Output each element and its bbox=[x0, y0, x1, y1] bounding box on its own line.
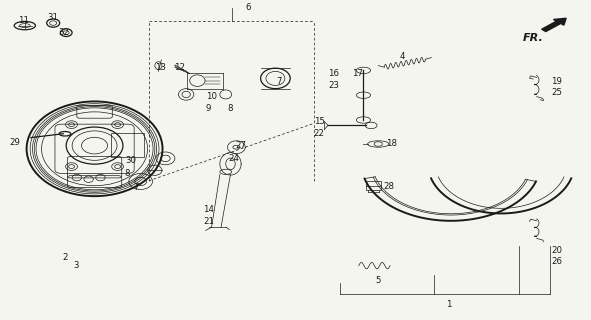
Text: 8: 8 bbox=[124, 169, 130, 178]
Text: 9: 9 bbox=[206, 104, 212, 113]
Text: 11: 11 bbox=[18, 16, 29, 25]
FancyArrow shape bbox=[541, 18, 566, 32]
Text: 22: 22 bbox=[314, 129, 324, 138]
Text: 14: 14 bbox=[203, 205, 214, 214]
Text: 20: 20 bbox=[551, 246, 562, 255]
Text: 23: 23 bbox=[329, 81, 339, 90]
Text: 26: 26 bbox=[551, 257, 562, 266]
Text: 25: 25 bbox=[551, 88, 562, 97]
Bar bbox=[111, 133, 144, 157]
Text: 10: 10 bbox=[206, 92, 217, 100]
Text: 4: 4 bbox=[399, 52, 405, 61]
Text: 30: 30 bbox=[126, 156, 137, 164]
Text: 31: 31 bbox=[48, 13, 59, 22]
Text: 5: 5 bbox=[375, 276, 381, 285]
Text: 16: 16 bbox=[329, 69, 339, 78]
Text: 15: 15 bbox=[314, 117, 324, 126]
Text: 24: 24 bbox=[228, 154, 239, 163]
Text: 27: 27 bbox=[236, 141, 246, 150]
Text: 8: 8 bbox=[228, 104, 233, 113]
Text: 21: 21 bbox=[203, 217, 214, 226]
Text: 17: 17 bbox=[352, 69, 363, 78]
Text: FR.: FR. bbox=[523, 33, 544, 43]
Text: 29: 29 bbox=[9, 138, 20, 147]
Text: 2: 2 bbox=[62, 253, 68, 262]
Text: 1: 1 bbox=[446, 300, 452, 309]
Text: 7: 7 bbox=[277, 77, 282, 86]
Text: 19: 19 bbox=[551, 77, 562, 86]
Text: 18: 18 bbox=[387, 139, 397, 148]
Bar bbox=[366, 181, 381, 190]
Text: 32: 32 bbox=[59, 28, 69, 36]
Text: 3: 3 bbox=[73, 261, 79, 270]
Text: 13: 13 bbox=[155, 63, 166, 72]
Text: 6: 6 bbox=[245, 3, 251, 12]
Text: 7: 7 bbox=[133, 183, 139, 192]
Text: 12: 12 bbox=[174, 63, 184, 72]
Text: 28: 28 bbox=[384, 182, 394, 191]
